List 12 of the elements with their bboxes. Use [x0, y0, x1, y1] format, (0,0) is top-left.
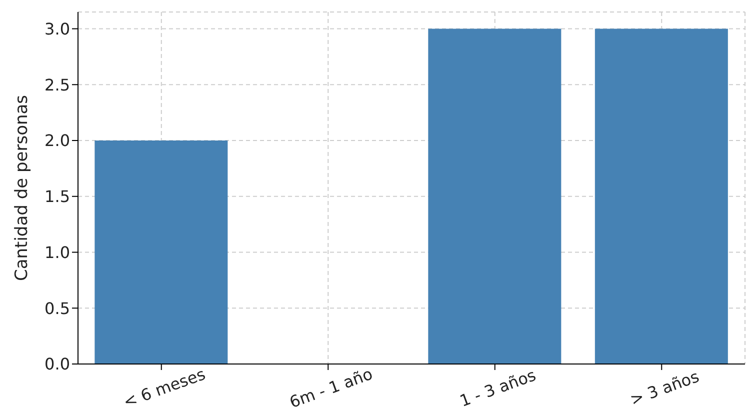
y-tick-label: 2.0	[44, 131, 70, 150]
y-tick-label: 0.0	[44, 354, 70, 374]
y-tick-label: 1.5	[44, 187, 70, 206]
y-tick-label: 1.0	[44, 242, 70, 262]
x-tick-label: > 3 años	[628, 366, 702, 410]
y-axis-title: Cantidad de personas	[12, 94, 32, 282]
y-tick-label: 0.5	[44, 298, 70, 318]
x-tick-label: 1 - 3 años	[457, 365, 538, 411]
x-tick-label: 6m - 1 año	[287, 364, 376, 412]
y-tick-label: 2.5	[44, 75, 70, 94]
x-tick-label: < 6 meses	[120, 364, 208, 412]
y-tick-label: 3.0	[44, 19, 70, 38]
